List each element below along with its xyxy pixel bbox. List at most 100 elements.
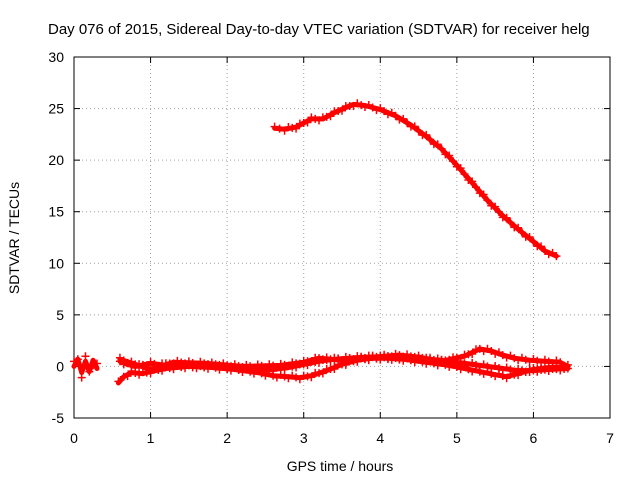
data-point [437, 144, 446, 153]
data-point [275, 124, 284, 133]
data-point [307, 113, 316, 122]
y-axis-ticks: -5 0 5 10 15 20 25 30 [48, 49, 610, 426]
y-tick-label: 5 [56, 307, 64, 323]
data-point [269, 361, 278, 370]
data-point [494, 207, 503, 216]
data-point [288, 371, 297, 380]
data-point [529, 364, 538, 373]
data-point [288, 123, 297, 132]
data-point [395, 351, 404, 360]
data-point [491, 349, 500, 358]
data-point [475, 189, 484, 198]
data-point [403, 350, 412, 359]
x-tick-label: 2 [223, 430, 231, 446]
data-point [514, 371, 523, 380]
data-point [292, 373, 301, 382]
data-point [502, 374, 511, 383]
data-point [303, 372, 312, 381]
x-tick-label: 4 [376, 430, 384, 446]
data-point [426, 135, 435, 144]
data-point [452, 162, 461, 171]
data-point [211, 360, 220, 369]
data-point [391, 349, 400, 358]
data-point [123, 372, 132, 381]
data-point [196, 357, 205, 366]
data-point [403, 118, 412, 127]
x-tick-label: 5 [453, 430, 461, 446]
x-tick-label: 7 [606, 430, 614, 446]
data-point [456, 354, 465, 363]
data-point [460, 170, 469, 179]
y-tick-label: 25 [48, 101, 64, 117]
data-point [307, 357, 316, 366]
data-point [506, 218, 515, 227]
data-point [184, 357, 193, 366]
data-point [292, 359, 301, 368]
data-point [383, 351, 392, 360]
data-point [372, 352, 381, 361]
data-point [563, 360, 572, 369]
plot-frame [73, 56, 611, 419]
data-point [338, 106, 346, 115]
data-point [146, 367, 155, 376]
y-tick-label: 10 [48, 255, 64, 271]
data-point [127, 367, 136, 376]
y-tick-label: 20 [48, 152, 64, 168]
data-point [514, 223, 523, 232]
y-axis-label: SDTVAR / TECUs [6, 182, 22, 294]
data-point [280, 360, 289, 369]
data-point [230, 360, 239, 369]
data-point [265, 360, 274, 369]
data-point [85, 367, 94, 376]
data-point [406, 352, 415, 361]
x-tick-label: 1 [147, 430, 155, 446]
data-point [330, 364, 339, 373]
data-point [280, 372, 289, 381]
data-point [456, 164, 465, 173]
data-point [468, 350, 477, 359]
data-point [525, 233, 534, 242]
x-tick-label: 3 [300, 430, 308, 446]
data-point [483, 196, 492, 205]
data-point [177, 358, 186, 367]
data-point [537, 365, 546, 374]
data-point [445, 151, 454, 160]
data-point [270, 122, 279, 131]
y-tick-label: 30 [48, 49, 64, 65]
data-point [135, 363, 144, 372]
data-point [422, 130, 431, 139]
data-point [552, 356, 561, 365]
data-point [292, 124, 301, 133]
x-axis-ticks: 0 1 2 3 4 5 6 7 [70, 57, 614, 446]
data-point [257, 361, 266, 370]
data-point [315, 354, 324, 363]
chart-title: Day 076 of 2015, Sidereal Day-to-day VTE… [48, 21, 590, 38]
data-point [533, 356, 542, 365]
data-point [173, 356, 182, 365]
data-point [445, 357, 454, 366]
data-point [529, 354, 538, 363]
data-point [540, 362, 549, 371]
data-point [188, 358, 197, 367]
data-point [295, 360, 304, 369]
data-point [89, 361, 98, 370]
data-point [326, 112, 335, 121]
data-point [353, 99, 362, 108]
data-point [81, 352, 90, 361]
data-point [529, 237, 538, 246]
data-point [349, 355, 358, 364]
data-point [441, 150, 450, 159]
data-point [253, 360, 262, 369]
data-point [556, 358, 565, 367]
data-point [433, 140, 442, 149]
data-point [338, 356, 346, 365]
data-point [491, 202, 500, 211]
data-point [540, 355, 549, 364]
data-point [131, 368, 140, 377]
data-point [334, 354, 343, 363]
data-point [269, 371, 278, 380]
data-point [307, 373, 316, 382]
data-point [299, 371, 308, 380]
data-point [357, 101, 366, 110]
